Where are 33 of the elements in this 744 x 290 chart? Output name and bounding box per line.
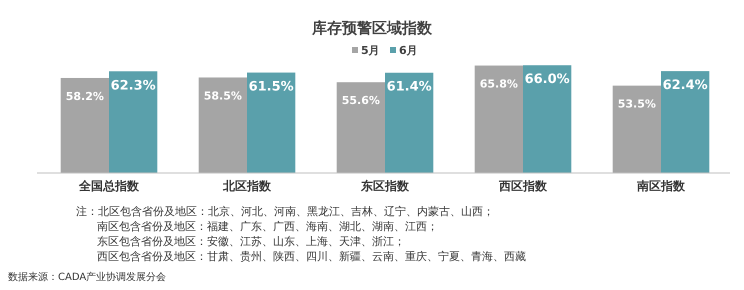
data-label: 65.8% xyxy=(480,78,518,91)
x-tick-label: 西区指数 xyxy=(498,179,548,193)
bar xyxy=(385,72,434,173)
data-label: 61.5% xyxy=(248,80,294,95)
x-tick-label: 南区指数 xyxy=(636,179,686,193)
x-tick-label: 北区指数 xyxy=(222,179,272,193)
x-tick-label: 东区指数 xyxy=(360,179,410,193)
legend-label: 6月 xyxy=(399,44,418,57)
data-label: 55.6% xyxy=(342,94,380,108)
bar xyxy=(60,78,109,173)
data-label: 61.4% xyxy=(386,80,432,95)
data-label: 62.4% xyxy=(662,78,708,94)
bar xyxy=(523,65,572,173)
bar xyxy=(198,77,247,173)
chart-title: 库存预警区域指数 xyxy=(311,19,433,37)
text: 南区包含省份及地区：福建、广东、广西、海南、湖北、湖南、江西； xyxy=(97,220,438,233)
bar xyxy=(612,86,661,173)
data-label: 53.5% xyxy=(618,98,656,111)
legend-label: 5月 xyxy=(361,44,380,57)
x-tick-label: 全国总指数 xyxy=(78,179,140,193)
data-label: 58.5% xyxy=(204,89,242,102)
bar xyxy=(474,66,523,173)
bar xyxy=(336,82,385,173)
text: 西区包含省份及地区：甘肃、贵州、陕西、四川、新疆、云南、重庆、宁夏、青海、西藏 xyxy=(97,250,526,263)
bar xyxy=(247,72,296,173)
text: 东区包含省份及地区：安徽、江苏、山东、上海、天津、浙江； xyxy=(97,235,405,248)
source-note: 数据来源：CADA产业协调发展分会 xyxy=(8,271,166,283)
bar xyxy=(109,71,158,173)
data-label: 66.0% xyxy=(524,72,570,88)
text: 注：北区包含省份及地区：北京、河北、河南、黑龙江、吉林、辽宁、内蒙古、山西； xyxy=(76,205,494,218)
bar xyxy=(661,71,710,173)
data-label: 58.2% xyxy=(66,90,104,103)
data-label: 62.3% xyxy=(110,78,156,94)
